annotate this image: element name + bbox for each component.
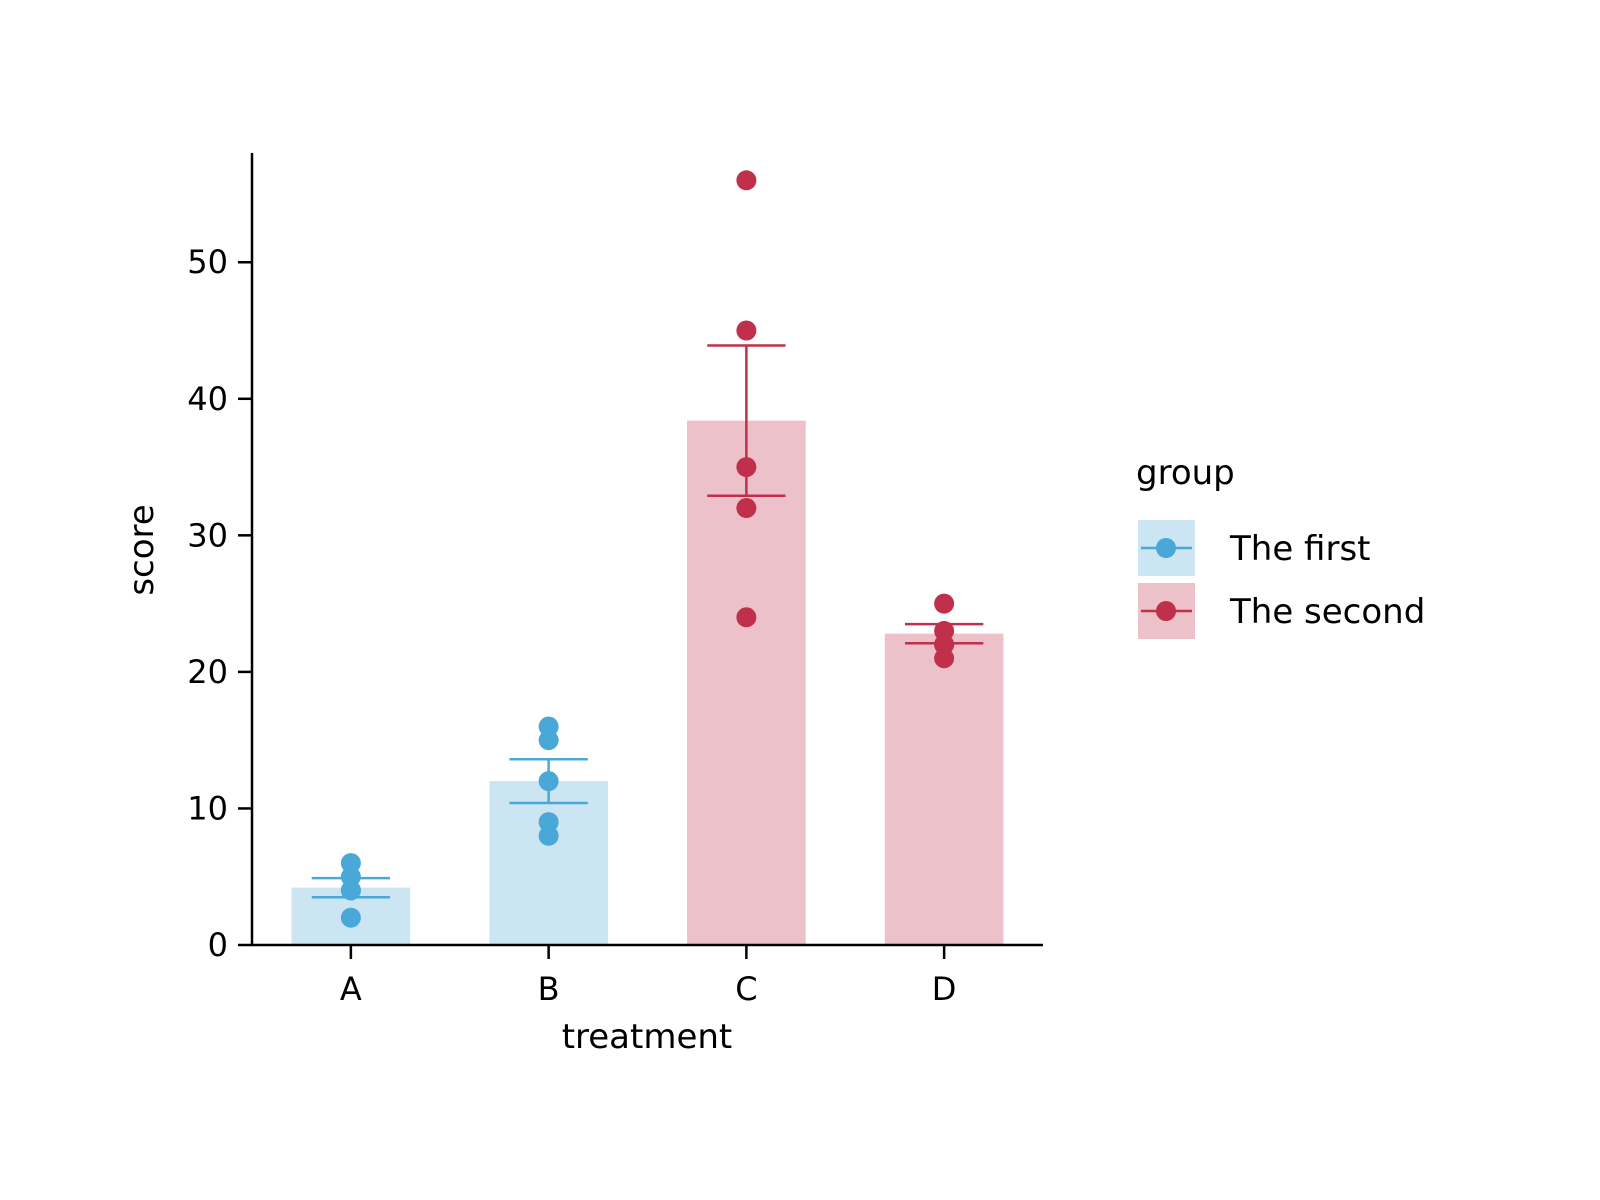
data-point	[736, 498, 757, 519]
data-point	[934, 648, 955, 669]
y-tick-label: 30	[187, 516, 228, 554]
data-point	[538, 730, 559, 751]
x-tick-label: A	[340, 970, 362, 1008]
data-point	[934, 593, 955, 614]
y-tick-label: 20	[187, 653, 228, 691]
legend-label: The first	[1229, 529, 1370, 569]
x-tick-label: B	[538, 970, 560, 1008]
y-tick-label: 40	[187, 380, 228, 418]
legend-title: group	[1136, 453, 1235, 493]
y-axis-title: score	[122, 504, 162, 595]
data-point	[736, 457, 757, 478]
legend-marker	[1156, 601, 1176, 621]
legend-marker	[1156, 538, 1176, 558]
data-point	[538, 771, 559, 792]
data-point	[340, 907, 361, 928]
bar-b	[489, 781, 608, 945]
y-tick-label: 0	[208, 926, 228, 964]
x-tick-label: C	[735, 970, 757, 1008]
y-tick-label: 50	[187, 243, 228, 281]
data-point	[736, 607, 757, 628]
bar-d	[884, 633, 1004, 945]
x-tick-label: D	[932, 970, 957, 1008]
data-point	[736, 320, 757, 341]
legend-label: The second	[1229, 592, 1425, 632]
legend: group The first The second	[1136, 453, 1425, 639]
data-point	[340, 880, 361, 901]
x-axis-title: treatment	[562, 1017, 733, 1057]
y-tick-label: 10	[187, 789, 228, 827]
data-point	[538, 825, 559, 846]
plot-area: 0 10 20 30 40 50 A B C D	[187, 153, 1043, 1008]
data-point	[736, 170, 757, 191]
